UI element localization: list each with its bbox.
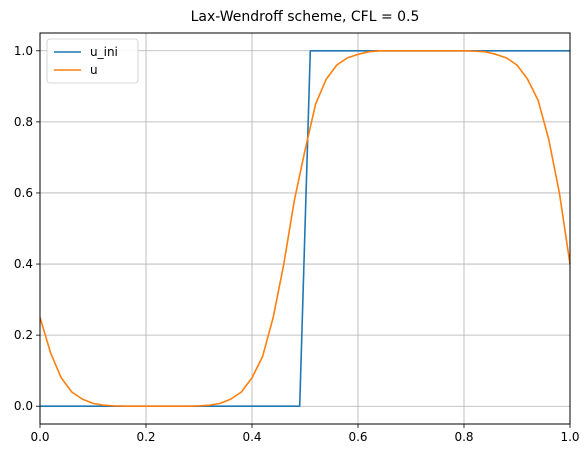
- x-tick-label: 1.0: [560, 430, 579, 444]
- legend-label: u: [90, 63, 98, 77]
- legend-box: [46, 38, 139, 84]
- x-tick-label: 0.8: [454, 430, 473, 444]
- axes-frame: [39, 32, 571, 425]
- y-tick-label: 0.8: [14, 115, 33, 129]
- y-tick-label: 1.0: [14, 44, 33, 58]
- series-line-u-ini: [40, 49, 570, 408]
- y-tick-label: 0.6: [14, 186, 33, 200]
- series-line-u: [39, 49, 571, 408]
- legend-label: u_ini: [90, 45, 118, 59]
- y-tick-label: 0.4: [14, 257, 33, 271]
- axis-ticks: 0.0 0.2 0.4 0.6 0.8 1.0 0.0 0.2 0.4 0.6 0.8 1.0: [14, 44, 580, 444]
- x-tick-label: 0.6: [348, 430, 367, 444]
- x-tick-label: 0.2: [136, 430, 155, 444]
- y-tick-label: 0.2: [14, 328, 33, 342]
- x-tick-label: 0.0: [30, 430, 49, 444]
- x-tick-label: 0.4: [242, 430, 261, 444]
- y-tick-label: 0.0: [14, 399, 33, 413]
- chart-title: Lax-Wendroff scheme, CFL = 0.5: [191, 9, 420, 25]
- series-lines: [39, 49, 571, 408]
